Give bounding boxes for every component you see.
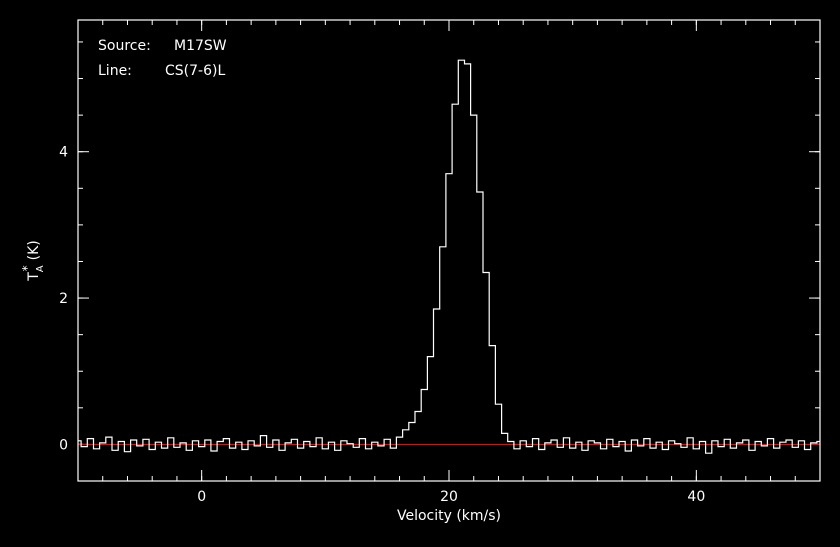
x-tick-label: 40: [687, 489, 705, 505]
y-axis-label-sub: A: [35, 265, 46, 272]
line-label: Line:: [98, 63, 132, 79]
y-axis-label-text: TA* (K): [20, 240, 46, 282]
line-value: CS(7-6)L: [165, 63, 225, 79]
plot-frame: [77, 19, 821, 482]
source-value: M17SW: [174, 38, 227, 54]
y-axis-label-sup: *: [20, 265, 34, 271]
y-tick-label: 0: [59, 437, 68, 453]
x-tick-label: 20: [440, 489, 458, 505]
x-tick-label: 0: [197, 489, 206, 505]
y-tick-label: 2: [59, 291, 68, 307]
x-axis-label: Velocity (km/s): [397, 508, 501, 524]
y-tick-label: 4: [59, 145, 68, 161]
source-label: Source:: [98, 38, 151, 54]
y-axis-label-main: T: [26, 272, 42, 282]
tick-labels-layer: 0 20 40 0 2 4: [59, 145, 705, 505]
y-axis-label: TA* (K): [20, 240, 46, 282]
y-axis-label-unit: (K): [26, 240, 42, 260]
spectrum-series-line: [78, 59, 820, 454]
